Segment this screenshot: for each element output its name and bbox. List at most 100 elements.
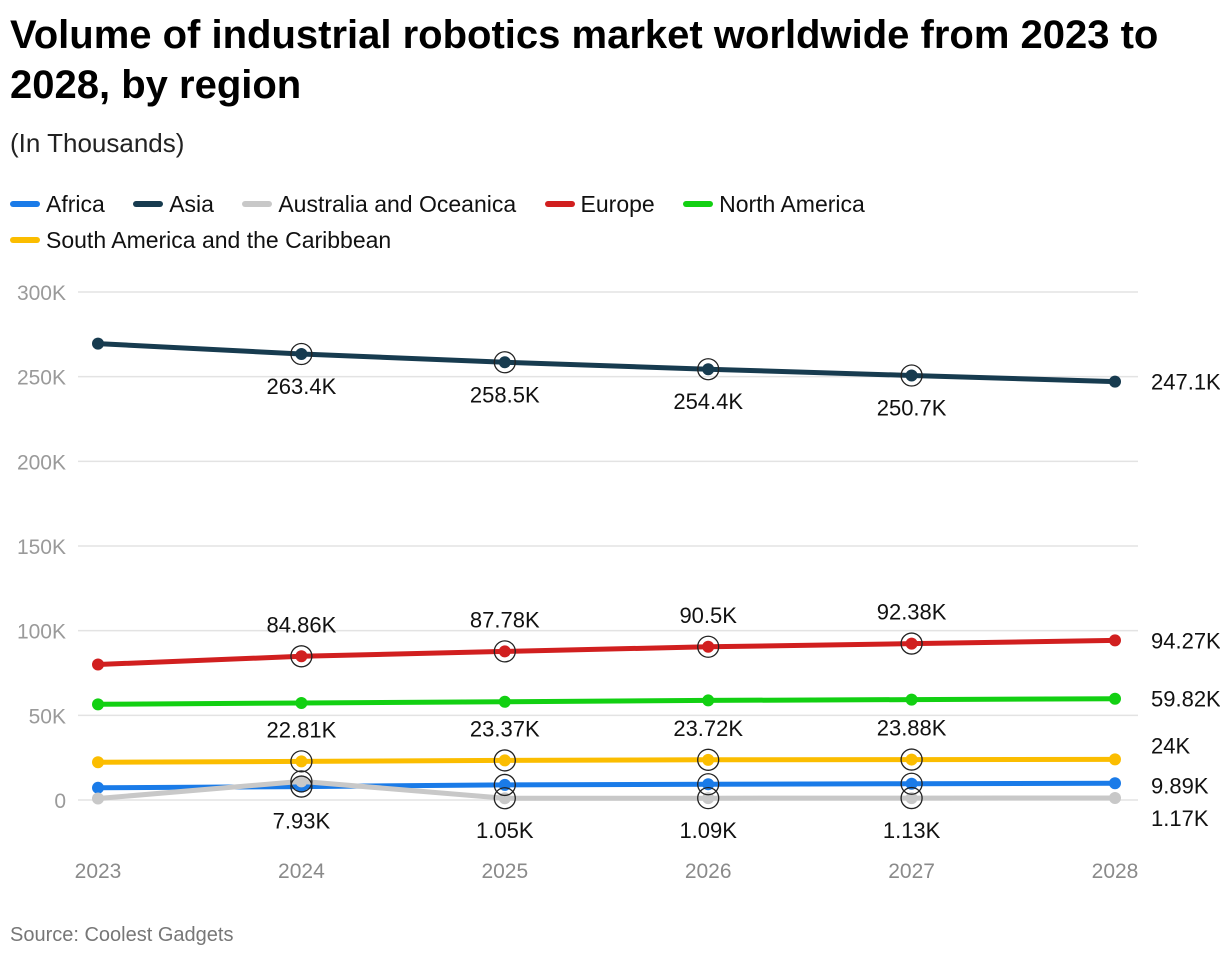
data-point-north_america <box>1109 692 1121 705</box>
y-tick-label: 300K <box>17 282 66 305</box>
data-point-europe <box>92 658 104 671</box>
data-point-south_america <box>905 753 918 766</box>
legend-item-australia[interactable]: Australia and Oceanica <box>242 186 516 222</box>
legend-item-europe[interactable]: Europe <box>544 186 655 222</box>
highlight-ring-south_america <box>900 748 923 771</box>
data-label-australia: 1.09K <box>679 818 737 843</box>
data-label-australia: 1.05K <box>476 818 534 843</box>
y-tick-label: 150K <box>17 536 66 559</box>
x-tick-label: 2025 <box>481 860 528 883</box>
x-tick-label: 2023 <box>75 860 122 883</box>
data-point-europe <box>702 640 715 653</box>
x-tick-label: 2024 <box>278 860 325 883</box>
source-note: Source: Coolest Gadgets <box>10 924 234 946</box>
highlight-ring-south_america <box>697 748 720 771</box>
data-point-south_america <box>702 753 715 766</box>
data-label-europe: 92.38K <box>877 600 947 625</box>
data-point-south_america <box>1109 753 1121 766</box>
x-tick-label: 2026 <box>685 860 732 883</box>
data-label-asia: 263.4K <box>267 374 337 399</box>
highlight-ring-europe <box>697 635 720 658</box>
legend: Africa Asia Australia and Oceanica Europ… <box>10 186 1210 258</box>
data-label-north_america: 59.82K <box>1151 687 1220 712</box>
series-line-north_america <box>95 696 1118 707</box>
data-label-south_america: 22.81K <box>267 717 337 742</box>
series-line-south_america <box>95 756 1118 765</box>
legend-swatch-north-america <box>683 200 714 207</box>
legend-label-africa: Africa <box>46 191 105 217</box>
data-label-asia: 254.4K <box>673 389 743 414</box>
highlight-ring-asia <box>493 351 516 374</box>
data-label-south_america: 23.37K <box>470 716 540 741</box>
data-label-south_america: 23.72K <box>673 716 743 741</box>
legend-swatch-australia <box>242 200 273 207</box>
legend-label-south-america: South America and the Caribbean <box>46 227 392 253</box>
data-point-australia <box>702 792 715 805</box>
highlight-ring-africa <box>697 773 720 796</box>
x-tick-label: 2027 <box>888 860 935 883</box>
data-point-australia <box>905 792 918 805</box>
data-point-asia <box>498 356 511 369</box>
x-tick-label: 2028 <box>1092 860 1139 883</box>
data-point-australia <box>92 792 104 805</box>
legend-swatch-europe <box>544 200 575 207</box>
data-point-south_america <box>295 755 308 768</box>
data-label-europe: 84.86K <box>267 612 337 637</box>
data-point-north_america <box>905 693 918 706</box>
data-label-africa: 9.89K <box>1151 773 1209 798</box>
highlight-ring-europe <box>290 645 313 668</box>
highlight-ring-asia <box>290 342 313 366</box>
chart-subtitle: (In Thousands) <box>10 128 185 158</box>
y-tick-label: 200K <box>17 451 66 474</box>
data-label-south_america: 23.88K <box>877 716 947 741</box>
highlight-ring-asia <box>900 364 923 387</box>
data-point-australia <box>295 775 308 788</box>
y-tick-label: 0 <box>54 790 66 813</box>
series-line-europe <box>95 637 1118 667</box>
data-point-africa <box>702 778 715 791</box>
highlight-ring-australia <box>900 786 923 810</box>
data-label-europe: 90.5K <box>679 603 737 628</box>
data-label-australia: 1.17K <box>1151 806 1209 831</box>
chart-title: Volume of industrial robotics market wor… <box>10 13 1159 107</box>
legend-item-north-america[interactable]: North America <box>683 186 865 222</box>
legend-item-africa[interactable]: Africa <box>10 186 105 222</box>
data-point-asia <box>92 337 104 350</box>
data-label-europe: 87.78K <box>470 607 540 632</box>
legend-swatch-africa <box>10 200 40 207</box>
series-line-africa <box>95 780 1118 791</box>
highlight-ring-africa <box>900 772 923 795</box>
data-label-asia: 247.1K <box>1151 370 1220 395</box>
series-line-asia <box>95 341 1118 385</box>
data-point-north_america <box>702 694 715 707</box>
data-point-europe <box>905 637 918 650</box>
data-point-africa <box>92 781 104 794</box>
data-label-europe: 94.27K <box>1151 628 1220 653</box>
data-point-australia <box>1109 792 1121 805</box>
legend-label-asia: Asia <box>169 191 214 217</box>
highlight-ring-africa <box>493 773 516 797</box>
data-point-asia <box>1109 375 1121 388</box>
legend-label-australia: Australia and Oceanica <box>278 191 517 217</box>
legend-label-north-america: North America <box>719 191 865 217</box>
data-point-asia <box>295 347 308 360</box>
legend-swatch-asia <box>133 200 164 207</box>
data-label-asia: 258.5K <box>470 382 540 407</box>
data-point-europe <box>295 650 308 663</box>
data-point-europe <box>498 645 511 658</box>
y-tick-label: 100K <box>17 621 66 644</box>
y-tick-label: 50K <box>29 705 66 728</box>
data-point-north_america <box>92 698 104 711</box>
data-point-asia <box>905 369 918 382</box>
data-label-asia: 250.7K <box>877 395 947 420</box>
data-label-africa: 7.93K <box>273 809 331 834</box>
highlight-ring-africa <box>290 775 313 798</box>
data-point-africa <box>905 777 918 790</box>
data-point-south_america <box>92 756 104 769</box>
legend-item-asia[interactable]: Asia <box>133 186 214 222</box>
highlight-ring-europe <box>900 632 923 655</box>
legend-item-south-america[interactable]: South America and the Caribbean <box>10 222 391 258</box>
legend-swatch-south-america <box>10 236 40 243</box>
legend-label-europe: Europe <box>580 191 655 217</box>
